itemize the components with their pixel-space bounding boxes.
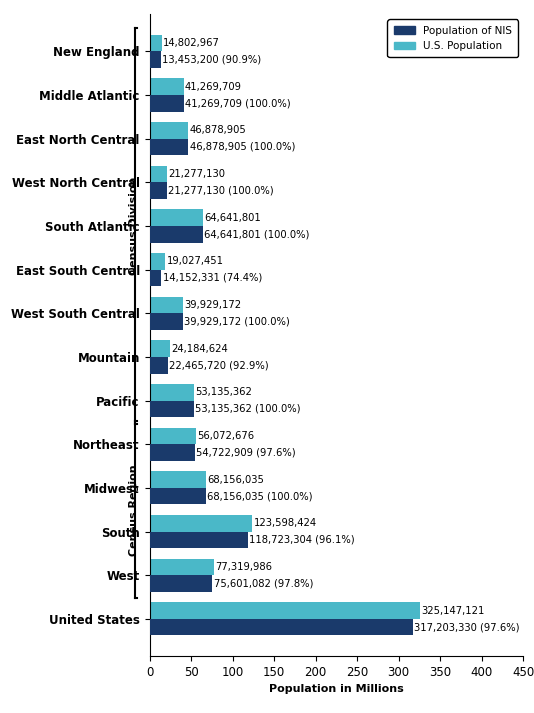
Text: 46,878,905 (100.0%): 46,878,905 (100.0%) <box>190 142 295 152</box>
Text: 325,147,121: 325,147,121 <box>421 605 484 615</box>
Bar <box>150 532 248 548</box>
Bar <box>150 357 168 374</box>
Bar <box>150 575 213 592</box>
Bar <box>150 428 196 444</box>
Bar <box>150 78 184 95</box>
Text: 64,641,801: 64,641,801 <box>205 212 261 222</box>
Bar <box>150 226 203 242</box>
Bar <box>150 210 203 226</box>
Text: Census Division: Census Division <box>129 177 139 275</box>
X-axis label: Population in Millions: Population in Millions <box>269 684 404 694</box>
Text: 118,723,304 (96.1%): 118,723,304 (96.1%) <box>249 535 355 545</box>
Bar <box>150 95 184 112</box>
Text: 39,929,172 (100.0%): 39,929,172 (100.0%) <box>184 317 289 327</box>
Text: 21,277,130: 21,277,130 <box>168 169 225 179</box>
Text: 41,269,709: 41,269,709 <box>185 82 242 92</box>
Bar <box>150 183 167 199</box>
Text: 56,072,676: 56,072,676 <box>198 431 255 441</box>
Text: 54,722,909 (97.6%): 54,722,909 (97.6%) <box>196 448 296 458</box>
Bar <box>150 558 214 575</box>
Text: 24,184,624: 24,184,624 <box>171 344 227 354</box>
Text: 21,277,130 (100.0%): 21,277,130 (100.0%) <box>168 185 274 195</box>
Bar <box>150 602 420 619</box>
Bar <box>150 401 194 417</box>
Text: 14,152,331 (74.4%): 14,152,331 (74.4%) <box>162 273 262 283</box>
Bar <box>150 253 166 270</box>
Text: 68,156,035 (100.0%): 68,156,035 (100.0%) <box>207 491 313 501</box>
Text: 41,269,709 (100.0%): 41,269,709 (100.0%) <box>185 98 290 108</box>
Bar <box>150 488 206 505</box>
Bar <box>150 313 183 330</box>
Bar <box>150 165 167 183</box>
Text: 77,319,986: 77,319,986 <box>215 562 272 572</box>
Bar <box>150 471 206 488</box>
Text: 14,802,967: 14,802,967 <box>163 38 220 48</box>
Text: 64,641,801 (100.0%): 64,641,801 (100.0%) <box>205 230 310 240</box>
Bar <box>150 340 170 357</box>
Text: 46,878,905: 46,878,905 <box>190 125 247 135</box>
Bar <box>150 122 189 138</box>
Bar <box>150 51 161 68</box>
Text: 123,598,424: 123,598,424 <box>254 518 317 528</box>
Bar <box>150 138 189 155</box>
Bar <box>150 35 162 51</box>
Text: 53,135,362 (100.0%): 53,135,362 (100.0%) <box>195 404 301 414</box>
Bar <box>150 297 183 313</box>
Bar <box>150 384 194 401</box>
Text: 22,465,720 (92.9%): 22,465,720 (92.9%) <box>169 360 269 370</box>
Text: 317,203,330 (97.6%): 317,203,330 (97.6%) <box>414 622 520 632</box>
Text: 39,929,172: 39,929,172 <box>184 300 241 310</box>
Bar <box>150 515 252 532</box>
Legend: Population of NIS, U.S. Population: Population of NIS, U.S. Population <box>388 19 518 57</box>
Bar <box>150 619 413 635</box>
Text: 75,601,082 (97.8%): 75,601,082 (97.8%) <box>214 578 313 588</box>
Text: 13,453,200 (90.9%): 13,453,200 (90.9%) <box>162 55 261 65</box>
Text: 53,135,362: 53,135,362 <box>195 387 252 397</box>
Bar <box>150 444 195 461</box>
Text: Census Region: Census Region <box>129 464 139 555</box>
Text: 68,156,035: 68,156,035 <box>207 475 264 485</box>
Text: 19,027,451: 19,027,451 <box>167 257 224 267</box>
Bar <box>150 270 161 286</box>
